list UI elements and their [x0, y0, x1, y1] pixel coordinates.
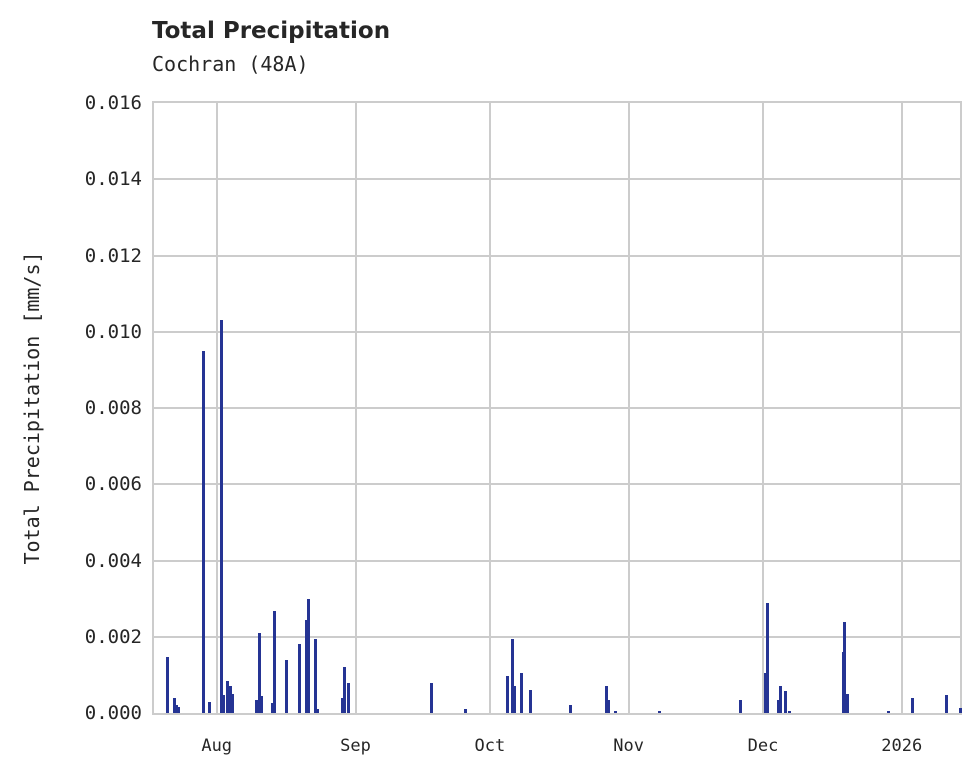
- y-tick-label: 0.004: [84, 549, 142, 572]
- v-gridline: [627, 103, 630, 713]
- precip-bar: [228, 686, 232, 713]
- v-gridline: [215, 103, 218, 713]
- precip-bar: [222, 694, 226, 713]
- precip-bar: [177, 707, 181, 713]
- precip-bar: [174, 704, 178, 713]
- chart-subtitle: Cochran (48A): [152, 52, 309, 76]
- chart-title: Total Precipitation: [152, 18, 391, 44]
- precip-bar: [568, 705, 572, 713]
- v-gridline: [761, 103, 764, 713]
- x-tick-label: 2026: [881, 736, 923, 756]
- precip-bar: [958, 708, 962, 713]
- precip-bar: [512, 686, 516, 713]
- x-tick-label: Nov: [613, 736, 644, 756]
- v-gridline: [488, 103, 491, 713]
- precip-bar: [945, 694, 949, 713]
- h-gridline: [154, 559, 960, 562]
- h-gridline: [154, 330, 960, 333]
- precip-bar: [201, 350, 205, 713]
- v-gridline: [900, 103, 903, 713]
- precip-bar: [763, 672, 767, 713]
- x-tick-label: Sep: [340, 736, 371, 756]
- y-tick-label: 0.000: [84, 702, 142, 724]
- precip-bar: [658, 711, 662, 713]
- precip-bar: [273, 610, 277, 713]
- y-tick-label: 0.012: [84, 244, 142, 267]
- precip-bar: [208, 702, 212, 713]
- h-gridline: [154, 635, 960, 638]
- plot-area: [152, 101, 962, 715]
- precip-bar: [172, 697, 176, 713]
- x-tick-label: Oct: [474, 736, 506, 756]
- precip-bar: [255, 699, 259, 713]
- precip-bar: [739, 699, 743, 713]
- precip-bar: [783, 690, 787, 713]
- precip-bar: [506, 675, 510, 713]
- precip-bar: [257, 632, 261, 713]
- h-gridline: [154, 254, 960, 257]
- precip-bar: [607, 699, 611, 713]
- precip-bar: [226, 680, 230, 713]
- precip-bar: [259, 695, 263, 713]
- precip-bar: [519, 672, 523, 713]
- precip-bar: [765, 603, 769, 713]
- precip-bar: [347, 683, 351, 713]
- h-gridline: [154, 178, 960, 181]
- x-tick-label: Dec: [747, 736, 779, 756]
- precip-bar: [604, 686, 608, 713]
- precip-bar: [340, 697, 344, 713]
- precip-bar: [845, 693, 849, 713]
- precip-bar: [430, 683, 434, 713]
- y-tick-label: 0.008: [84, 397, 142, 419]
- precip-bar: [779, 686, 783, 713]
- precip-bar: [315, 709, 319, 713]
- y-tick-label: 0.002: [84, 625, 142, 648]
- y-tick-label: 0.006: [84, 473, 142, 496]
- precip-bar: [843, 621, 847, 713]
- precip-bar: [911, 697, 915, 713]
- y-tick-label: 0.014: [84, 168, 142, 191]
- y-axis-label: Total Precipitation [mm/s]: [20, 251, 44, 565]
- precip-bar: [219, 320, 223, 713]
- precip-bar: [230, 693, 234, 713]
- precip-bar: [510, 638, 514, 713]
- precip-bar: [777, 699, 781, 713]
- precip-bar: [313, 638, 317, 713]
- precip-bar: [298, 643, 302, 713]
- precip-bar: [342, 667, 346, 713]
- y-tick-label: 0.010: [84, 320, 142, 343]
- y-tick-label: 0.016: [84, 92, 142, 114]
- precip-bar: [284, 659, 288, 713]
- precip-bar: [304, 619, 308, 713]
- precip-bar: [886, 711, 890, 713]
- x-tick-label: Aug: [201, 736, 233, 756]
- precip-bar: [165, 656, 169, 713]
- precip-bar: [271, 703, 275, 713]
- precip-bar: [788, 711, 792, 713]
- precip-bar: [463, 709, 467, 713]
- h-gridline: [154, 483, 960, 486]
- v-gridline: [354, 103, 357, 713]
- precip-bar: [613, 711, 617, 713]
- precip-bar: [306, 598, 310, 713]
- precip-bar: [528, 690, 532, 713]
- h-gridline: [154, 407, 960, 409]
